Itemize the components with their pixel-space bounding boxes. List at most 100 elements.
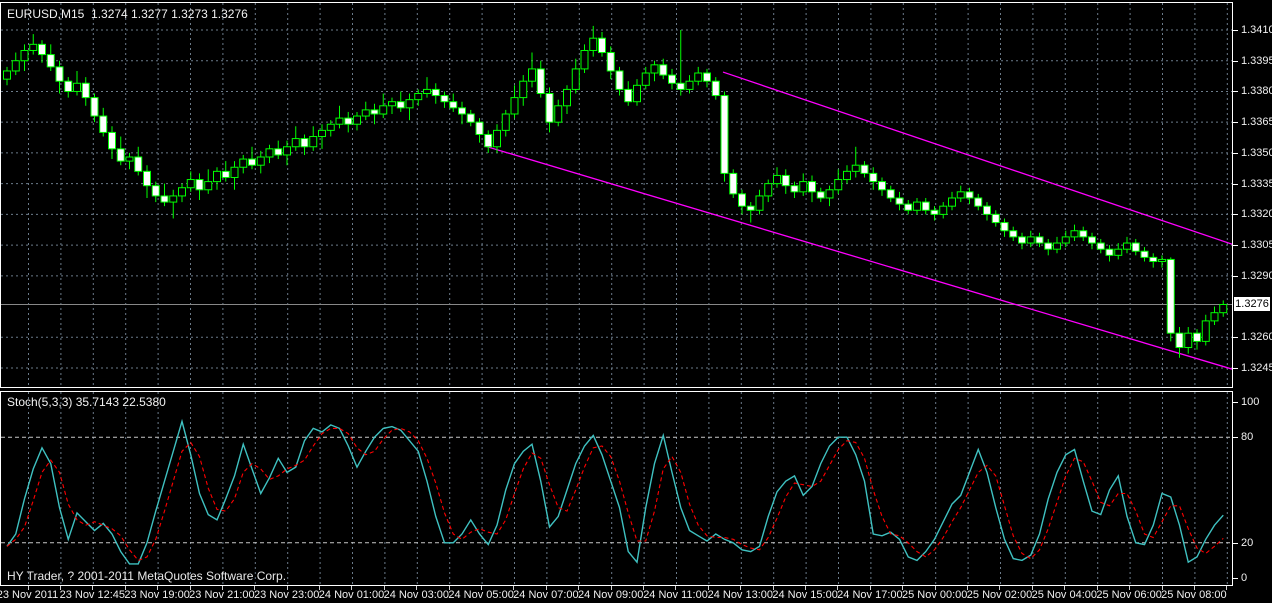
bear-candle [1079, 230, 1088, 238]
bear-candle [659, 64, 668, 76]
bull-candle [1219, 303, 1228, 314]
price-axis-label: 1.3290 [1241, 270, 1272, 282]
bear-candle [668, 74, 676, 84]
bear-candle [1009, 230, 1018, 238]
bear-candle [370, 109, 379, 115]
bear-candle [921, 201, 930, 211]
bear-candle [720, 95, 729, 174]
bear-candle [300, 138, 309, 148]
main-chart-window[interactable]: EURUSD,M15 1.3274 1.3277 1.3273 1.3276 [0, 2, 1233, 388]
time-axis-tick [190, 586, 191, 590]
bull-candle [939, 205, 948, 215]
bear-candle [1035, 236, 1044, 244]
bull-candle [283, 146, 291, 156]
bear-candle [869, 172, 878, 183]
bear-candle [860, 164, 869, 174]
bear-candle [930, 209, 939, 215]
bear-candle [116, 148, 125, 162]
time-axis-tick [935, 586, 936, 590]
time-axis-tick [1097, 586, 1098, 590]
bear-candle [738, 193, 746, 207]
bear-candle [466, 113, 475, 123]
stochastic-canvas[interactable] [1, 392, 1232, 585]
time-axis-tick [319, 586, 320, 590]
time-axis-tick [416, 586, 417, 590]
bear-candle [624, 88, 633, 103]
bear-candle [790, 185, 799, 193]
time-axis-tick [740, 586, 741, 590]
bear-candle [1193, 332, 1201, 342]
time-axis-tick [157, 586, 158, 590]
bull-candle [335, 117, 344, 125]
price-axis-tick [1233, 368, 1238, 369]
bear-candle [1140, 250, 1149, 258]
indicator-window[interactable]: Stoch(5,3,3) 35.7143 22.5380 HY Trader, … [0, 391, 1233, 586]
bear-candle [1018, 236, 1026, 244]
bear-candle [1149, 256, 1158, 262]
bear-candle [38, 43, 46, 56]
bear-candle [711, 80, 720, 97]
bear-candle [1044, 242, 1053, 250]
bear-candle [1131, 242, 1140, 252]
bear-candle [1096, 242, 1105, 250]
price-axis-label: 1.3350 [1241, 147, 1272, 159]
bull-candle [186, 179, 195, 189]
bear-candle [1088, 236, 1096, 244]
bull-candle [1070, 230, 1079, 238]
time-axis-tick [1162, 586, 1163, 590]
time-axis-tick [513, 586, 514, 590]
time-axis-label: 24 Nov 01:00 [318, 589, 385, 601]
time-axis-tick [643, 586, 644, 590]
bear-candle [344, 117, 353, 125]
bear-candle [781, 174, 790, 187]
bear-candle [615, 70, 624, 90]
price-axis[interactable]: 1.3410 1.3395 1.3380 1.3365 1.3350 1.3335 1.33… [1233, 0, 1272, 603]
bear-candle [676, 82, 685, 90]
bull-candle [388, 101, 396, 107]
channel-lower[interactable] [483, 145, 1232, 370]
time-axis-label: 24 Nov 07:00 [513, 589, 579, 601]
bull-candle [318, 129, 326, 138]
price-axis-tick [1233, 30, 1238, 31]
bull-candle [353, 115, 361, 125]
bear-candle [475, 121, 484, 135]
stoch-axis-tick [1233, 578, 1238, 579]
time-axis-tick [287, 586, 288, 590]
bull-candle [764, 183, 773, 197]
bull-candle [641, 72, 650, 86]
price-axis-tick [1233, 214, 1238, 215]
bull-candle [1026, 236, 1035, 244]
bull-candle [29, 43, 38, 51]
price-axis-label: 1.3395 [1241, 55, 1272, 67]
price-chart-canvas[interactable] [1, 3, 1232, 387]
time-axis-tick [546, 586, 547, 590]
bear-candle [108, 131, 116, 150]
bear-candle [545, 93, 554, 123]
time-axis-tick [611, 586, 612, 590]
time-axis-label: 23 Nov 23:00 [253, 589, 320, 601]
bear-candle [703, 72, 711, 82]
time-axis-label: 24 Nov 13:00 [707, 589, 774, 601]
channel-upper[interactable] [722, 71, 1232, 245]
time-axis-tick [92, 586, 93, 590]
bull-candle [825, 189, 834, 199]
stoch-axis-tick [1233, 402, 1238, 403]
bull-candle [571, 68, 580, 90]
bull-candle [694, 72, 703, 82]
bull-candle [213, 170, 221, 183]
time-axis-label: 23 Nov 21:00 [189, 589, 255, 601]
stoch-axis-label: 0 [1241, 572, 1248, 584]
trendline-channel[interactable] [483, 71, 1232, 370]
time-axis-tick [805, 586, 806, 590]
price-axis-tick [1233, 91, 1238, 92]
bull-candle [834, 179, 843, 191]
bear-candle [746, 205, 755, 211]
time-axis[interactable]: 23 Nov 2011 23 Nov 12:45 23 Nov 19:00 23 No… [0, 586, 1233, 603]
stoch-axis-label: 80 [1241, 431, 1254, 443]
bear-candle [440, 95, 449, 103]
bull-candle [851, 164, 860, 172]
price-axis-label: 1.3410 [1241, 24, 1272, 36]
bear-candle [90, 97, 99, 117]
window-splitter[interactable] [0, 388, 1233, 391]
time-axis-tick [1064, 586, 1065, 590]
